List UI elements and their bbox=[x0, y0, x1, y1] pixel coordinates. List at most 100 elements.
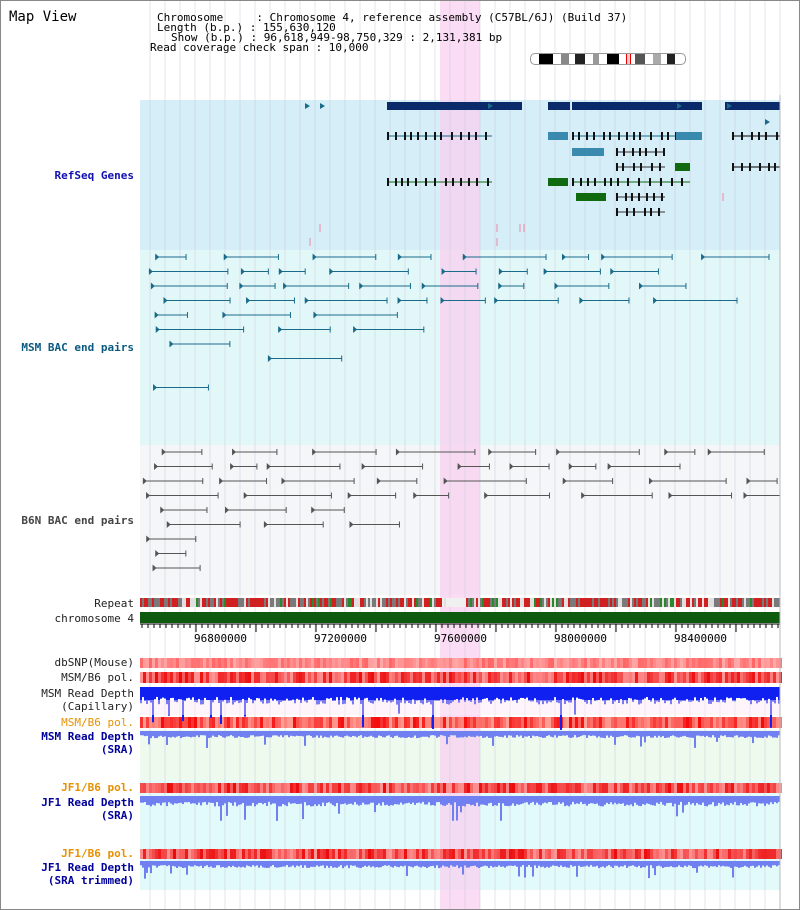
heat-strip-cell bbox=[440, 658, 443, 668]
repeat-segment bbox=[164, 598, 166, 607]
track-label-jf1-b6-pol-2[interactable]: JF1/B6 pol. bbox=[61, 847, 134, 860]
bac-end-marker bbox=[225, 506, 230, 514]
heat-strip-cell bbox=[602, 672, 605, 683]
repeat-segment bbox=[244, 598, 246, 607]
heat-strip-cell bbox=[668, 783, 671, 793]
heat-strip-cell bbox=[515, 717, 518, 728]
repeat-segment bbox=[628, 598, 630, 607]
read-depth-bar bbox=[184, 796, 186, 803]
read-depth-bar bbox=[530, 796, 532, 803]
heat-strip-cell bbox=[461, 717, 464, 728]
read-depth-bar bbox=[372, 861, 374, 867]
heat-strip-cell bbox=[605, 849, 608, 859]
heat-strip-cell bbox=[182, 672, 185, 683]
heat-strip-cell bbox=[410, 672, 413, 683]
heat-strip-cell bbox=[152, 672, 155, 683]
read-depth-bar bbox=[534, 731, 536, 737]
heat-strip-cell bbox=[338, 849, 341, 859]
read-depth-bar bbox=[156, 731, 158, 738]
track-label-msm-b6-pol[interactable]: MSM/B6 pol. bbox=[61, 671, 134, 684]
read-depth-bar bbox=[616, 796, 618, 805]
read-depth-bar bbox=[258, 861, 260, 868]
read-depth-bar bbox=[660, 796, 662, 802]
track-label-msm-read-depth-sra[interactable]: MSM Read Depth bbox=[41, 730, 134, 743]
heat-strip-cell bbox=[473, 658, 476, 668]
track-label-msm-bac[interactable]: MSM BAC end pairs bbox=[21, 341, 134, 354]
heat-strip-cell bbox=[197, 783, 200, 793]
read-depth-bar bbox=[596, 687, 598, 701]
read-depth-bar bbox=[392, 796, 394, 806]
heat-strip-cell bbox=[650, 672, 653, 683]
read-depth-bar bbox=[514, 861, 516, 866]
read-depth-bar bbox=[520, 796, 522, 805]
chromosome-ideogram[interactable] bbox=[530, 53, 686, 65]
track-label-msm-b6-pol-sra[interactable]: MSM/B6 pol. bbox=[61, 716, 134, 729]
track-label-b6n-bac[interactable]: B6N BAC end pairs bbox=[21, 514, 134, 527]
heat-strip-cell bbox=[671, 658, 674, 668]
track-label-refseq[interactable]: RefSeq Genes bbox=[54, 169, 134, 182]
heat-strip-cell bbox=[398, 849, 401, 859]
heat-strip-cell bbox=[665, 783, 668, 793]
track-label-jf1-read-depth-1[interactable]: JF1 Read Depth bbox=[41, 796, 134, 809]
read-depth-bar bbox=[544, 731, 546, 738]
read-depth-bar bbox=[196, 861, 198, 867]
read-depth-bar bbox=[486, 861, 488, 867]
bac-end-marker bbox=[581, 492, 586, 499]
bac-end-marker bbox=[142, 477, 147, 485]
heat-strip-cell bbox=[263, 849, 266, 859]
read-depth-bar bbox=[742, 796, 744, 805]
heat-strip-cell bbox=[635, 717, 638, 728]
heat-strip-cell bbox=[146, 849, 149, 859]
track-label-msm-read-depth-capillary[interactable]: MSM Read Depth bbox=[41, 687, 134, 700]
read-depth-bar bbox=[380, 731, 382, 737]
read-depth-bar bbox=[296, 687, 298, 699]
heat-strip-cell bbox=[491, 658, 494, 668]
heat-strip-cell bbox=[341, 849, 344, 859]
repeat-segment bbox=[488, 598, 490, 607]
heat-strip-cell bbox=[503, 658, 506, 668]
heat-strip-cell bbox=[383, 658, 386, 668]
track-label-chromosome[interactable]: chromosome 4 bbox=[54, 612, 134, 625]
repeat-segment bbox=[220, 598, 222, 607]
heat-strip-cell bbox=[596, 658, 599, 668]
read-depth-bar bbox=[458, 687, 460, 703]
heat-strip-cell bbox=[536, 658, 539, 668]
read-depth-bar bbox=[580, 687, 582, 700]
heat-strip-cell bbox=[620, 849, 623, 859]
repeat-segment bbox=[508, 598, 510, 607]
read-depth-bar bbox=[194, 731, 196, 737]
track-label-dbsnp[interactable]: dbSNP(Mouse) bbox=[54, 656, 134, 669]
heat-strip-cell bbox=[500, 783, 503, 793]
repeat-segment bbox=[212, 598, 214, 607]
selection-highlight bbox=[440, 0, 480, 910]
read-depth-bar bbox=[484, 687, 486, 699]
track-label-jf1-b6-pol-1[interactable]: JF1/B6 pol. bbox=[61, 781, 134, 794]
track-label-jf1-read-depth-2[interactable]: JF1 Read Depth bbox=[41, 861, 134, 874]
read-depth-bar bbox=[762, 731, 764, 739]
repeat-segment bbox=[706, 598, 708, 607]
heat-strip-cell bbox=[254, 658, 257, 668]
heat-strip-cell bbox=[599, 849, 602, 859]
read-depth-bar bbox=[568, 687, 570, 703]
heat-strip-cell bbox=[533, 849, 536, 859]
track-label-repeat[interactable]: Repeat bbox=[94, 597, 134, 610]
read-depth-bar bbox=[688, 687, 690, 702]
bac-end-marker bbox=[359, 282, 364, 290]
read-depth-bar bbox=[374, 861, 376, 868]
read-depth-bar bbox=[278, 796, 280, 807]
read-depth-bar bbox=[694, 687, 696, 698]
heat-strip-cell bbox=[200, 717, 203, 728]
read-depth-bar bbox=[518, 731, 520, 737]
heat-strip-cell bbox=[752, 672, 755, 683]
read-depth-bar bbox=[364, 731, 366, 737]
read-depth-bar bbox=[444, 796, 446, 806]
repeat-segment bbox=[712, 598, 714, 607]
read-depth-bar bbox=[226, 687, 228, 704]
read-depth-bar bbox=[228, 731, 230, 737]
gene-arrow bbox=[320, 103, 325, 109]
read-depth-bar bbox=[732, 861, 734, 878]
read-depth-bar bbox=[390, 796, 392, 806]
read-depth-bar bbox=[314, 796, 316, 805]
heat-strip-cell bbox=[674, 783, 677, 793]
read-depth-bar bbox=[172, 687, 174, 698]
